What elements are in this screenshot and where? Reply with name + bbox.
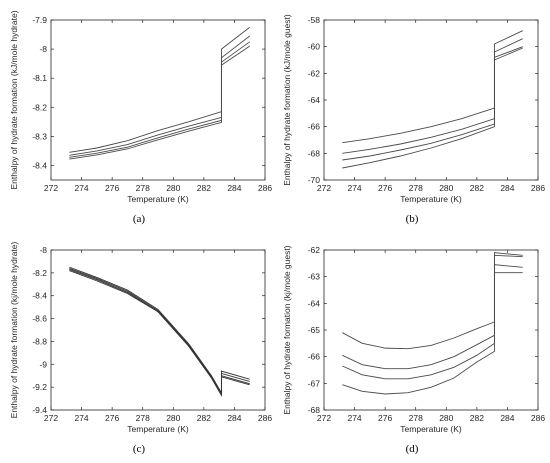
x-tick-label: 282 — [470, 183, 484, 193]
y-tick-label: -8.4 — [32, 291, 47, 301]
y-tick-label: -70 — [308, 175, 321, 185]
x-tick-label: 280 — [166, 183, 180, 193]
y-tick-label: -62 — [308, 68, 321, 78]
x-tick-label: 284 — [227, 183, 241, 193]
x-tick-label: 274 — [74, 413, 88, 423]
x-tick-label: 274 — [347, 183, 361, 193]
panel-label: (a) — [133, 213, 146, 225]
y-tick-label: -66 — [308, 122, 321, 132]
y-axis-label: Enthalpy of hydrate formation (kJ/mole h… — [9, 10, 19, 189]
x-tick-label: 286 — [531, 183, 545, 193]
y-tick-label: -65 — [308, 325, 321, 335]
y-tick-label: -67 — [308, 378, 321, 388]
y-tick-label: -58 — [308, 15, 321, 25]
panel-label: (b) — [406, 213, 419, 225]
y-tick-label: -8.4 — [32, 160, 47, 170]
x-tick-label: 272 — [44, 413, 58, 423]
x-tick-label: 272 — [44, 183, 58, 193]
x-tick-label: 284 — [227, 413, 241, 423]
x-tick-label: 280 — [166, 413, 180, 423]
y-tick-label: -9.2 — [32, 382, 47, 392]
x-tick-label: 276 — [105, 413, 119, 423]
y-tick-label: -8.1 — [32, 73, 47, 83]
x-tick-label: 272 — [317, 413, 331, 423]
y-tick-label: -9.4 — [32, 405, 47, 415]
x-tick-label: 286 — [258, 183, 272, 193]
y-tick-label: -9 — [39, 359, 47, 369]
plot-frame — [323, 19, 539, 181]
x-tick-label: 272 — [317, 183, 331, 193]
series-line-4 — [342, 47, 523, 169]
y-tick-label: -64 — [308, 298, 321, 308]
y-tick-label: -8.2 — [32, 268, 47, 278]
plot-frame — [323, 249, 539, 411]
x-tick-label: 276 — [378, 183, 392, 193]
x-tick-label: 278 — [136, 413, 150, 423]
x-axis-label: Temperature (K) — [127, 424, 189, 434]
x-axis-label: Temperature (K) — [400, 424, 462, 434]
series-line-4 — [69, 45, 250, 160]
y-tick-label: -63 — [308, 272, 321, 282]
y-tick-label: -66 — [308, 352, 321, 362]
x-axis-label: Temperature (K) — [400, 194, 462, 204]
series-line-4 — [69, 270, 250, 397]
x-tick-label: 278 — [409, 413, 423, 423]
y-axis-label: Enthalpy of hydrate formation (kJ/mole g… — [282, 14, 292, 186]
chart-panel-d: 272 274 276 278 280 282 284 286 -68 -67 -66 -65 -64 -… — [282, 245, 545, 455]
y-tick-label: -68 — [308, 148, 321, 158]
y-tick-label: -8.3 — [32, 131, 47, 141]
x-tick-label: 278 — [136, 183, 150, 193]
panel-label: (c) — [133, 443, 146, 455]
x-tick-label: 280 — [439, 183, 453, 193]
x-tick-label: 280 — [439, 413, 453, 423]
y-tick-label: -62 — [308, 245, 321, 255]
x-tick-label: 286 — [531, 413, 545, 423]
y-axis-label: Enthalpy of hydrate formation (kj/mole g… — [282, 245, 292, 414]
series-line-4 — [342, 254, 523, 395]
x-tick-label: 276 — [378, 413, 392, 423]
y-tick-label: -8 — [39, 44, 47, 54]
chart-panel-b: 272 274 276 278 280 282 284 286 -70 -68 -66 -64 -62 -… — [282, 14, 545, 225]
plot-frame — [50, 249, 266, 411]
x-tick-label: 284 — [500, 183, 514, 193]
y-tick-label: -8.8 — [32, 336, 47, 346]
x-tick-label: 274 — [74, 183, 88, 193]
x-tick-label: 284 — [500, 413, 514, 423]
x-axis-label: Temperature (K) — [127, 194, 189, 204]
x-tick-label: 282 — [197, 413, 211, 423]
panel-label: (d) — [406, 443, 419, 455]
x-tick-label: 276 — [105, 183, 119, 193]
y-tick-label: -64 — [308, 95, 321, 105]
x-tick-label: 274 — [347, 413, 361, 423]
chart-panel-c: 272 274 276 278 280 282 284 286 -9.4 -9.2 -9 -8.8 -8… — [9, 241, 272, 455]
y-tick-label: -8.2 — [32, 102, 47, 112]
y-axis-label: Enthalpy of hydrate formation (kj/mole h… — [9, 241, 19, 418]
x-tick-label: 286 — [258, 413, 272, 423]
y-tick-label: -7.9 — [32, 15, 47, 25]
y-tick-label: -68 — [308, 405, 321, 415]
plot-frame — [50, 19, 266, 181]
x-tick-label: 282 — [197, 183, 211, 193]
y-tick-label: -8 — [39, 245, 47, 255]
x-tick-label: 278 — [409, 183, 423, 193]
y-tick-label: -60 — [308, 42, 321, 52]
x-tick-label: 282 — [470, 413, 484, 423]
y-tick-label: -8.6 — [32, 314, 47, 324]
chart-panel-a: 272 274 276 278 280 282 284 286 -8.4 -8.3 -8.2 -8.1… — [9, 10, 272, 225]
